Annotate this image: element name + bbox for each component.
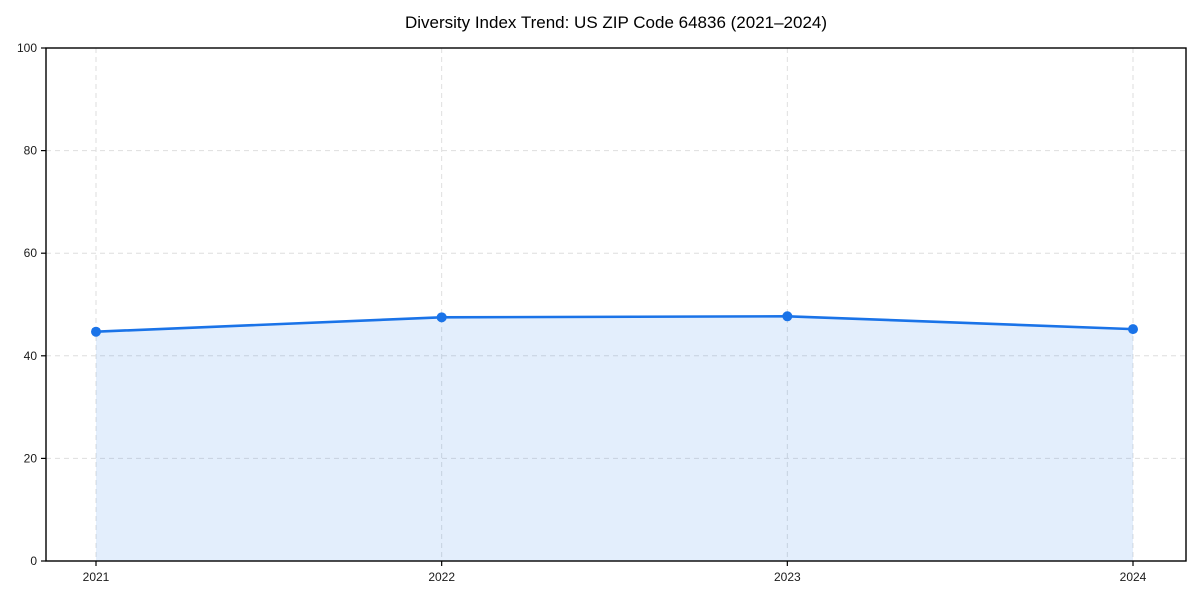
chart-title: Diversity Index Trend: US ZIP Code 64836… [404,13,828,32]
x-tick-label: 2022 [428,570,455,584]
data-point-2021 [91,326,101,337]
plot-frame [45,47,1187,562]
y-tick-label: 60 [24,246,38,260]
y-tick-label: 0 [30,554,37,568]
y-tick-label: 80 [24,144,38,158]
area-fill [96,316,1133,561]
x-tick-label: 2023 [774,570,801,584]
data-point-2023 [782,311,793,322]
y-tick-label: 100 [17,41,37,55]
x-tick-label: 2021 [83,570,110,584]
y-tick-label: 20 [24,451,38,465]
data-point-2024 [1128,324,1138,335]
trend-line [94,314,1135,333]
data-point-2022 [436,312,447,323]
x-tick-label: 2024 [1120,570,1147,584]
y-tick-label: 40 [24,349,38,363]
